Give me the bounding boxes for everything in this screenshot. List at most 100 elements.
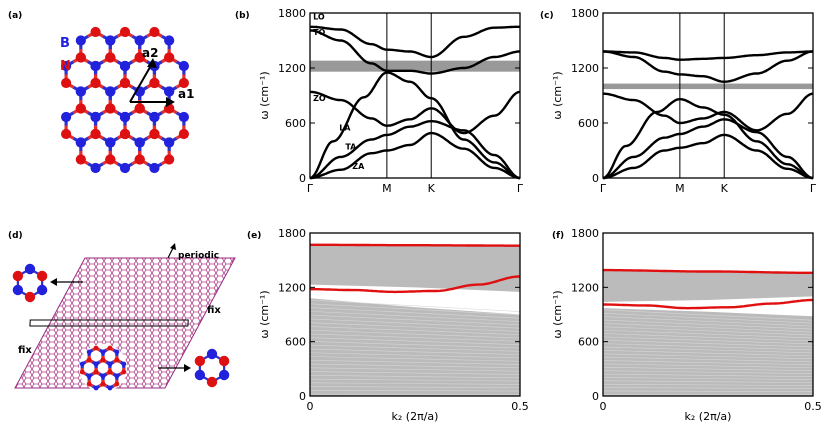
b-branch-label: TO [313,28,325,37]
nitrogen-atom [12,270,24,282]
boron-atom [206,348,218,360]
c-ytick-label: 1200 [571,62,599,75]
b-branch-ZO [309,90,521,135]
c-ylabel: ω (cm⁻¹) [551,71,564,119]
right-hexagon-arrowhead [184,364,191,372]
f-bulk-mode-line [602,333,814,342]
nitrogen-atom [164,154,175,165]
nitrogen-atom [194,355,206,367]
boron-atom [107,361,113,367]
boron-atom [149,111,160,123]
nitrogen-atom [90,26,101,38]
f-bulk-mode-line [602,336,814,345]
boron-atom [107,385,113,391]
boron-atom [119,162,131,174]
e-bulk-mode-line [309,326,521,336]
left-hexagon-arrowhead [50,278,57,286]
boron-atom [149,162,160,174]
f-bulk-mode-line [602,353,814,360]
nitrogen-atom [61,77,72,89]
boron-atom [164,137,175,148]
boron-atom [90,162,101,174]
f-bulk-mode-line [602,390,814,392]
boron-atom [114,373,120,379]
e-xtick-label: 0.5 [511,400,529,413]
e-bulk-mode-line [309,375,521,379]
boron-atom [194,369,206,381]
e-bulk-mode-line [309,386,521,389]
f-bulk-mode-line [602,339,814,348]
c-ytick-label: 1800 [571,7,599,20]
panel-f-label: (f) [552,231,564,241]
f-bulk-mode-line [602,316,814,327]
e-bulk-mode-line [309,363,521,369]
f-ytick-label: 1800 [571,227,599,240]
vector-a2-arrowhead [147,58,157,68]
nitrogen-atom [107,369,113,375]
boron-atom [178,111,189,123]
lattice-vectors: a2 a1 [129,46,194,107]
c-xtick-label: Γ [810,182,817,195]
b-xtick-label: M [382,182,392,195]
boron-atom [86,349,92,355]
e-bulk-mode-line [309,322,521,332]
boron-atom [218,369,230,381]
nitrogen-atom [114,357,120,363]
b-ytick-label: 600 [285,117,306,130]
b-xtick-label: Γ [307,182,314,195]
e-bulk-mode-line [309,303,521,316]
e-bulk-mode-line [309,371,521,375]
nitrogen-atom [119,26,131,38]
chart-b: Γ M K Γ LO TO ZO LA TA ZA 0 600 1200 1800 ω (cm⁻¹) [258,7,524,195]
nitrogen-atom [149,26,160,38]
boron-atom [93,361,99,367]
panel-c-label: (c) [540,11,554,21]
c-axes-frame [602,12,814,179]
e-bulk-mode-line [309,344,521,352]
vector-a2-label: a2 [142,46,158,60]
chart-e: 0 0.5 k₂ (2π/a) 0 600 1200 1800 ω (cm⁻¹) [258,227,529,423]
boron-atom [100,373,106,379]
zoom-backdrop [79,344,127,392]
boron-atom [178,60,189,72]
c-branch-TA [602,118,814,180]
right-edge-hexagon [194,348,230,388]
b-branch-TO [309,29,520,75]
e-xlabel: k₂ (2π/a) [392,410,439,423]
b-branch-ZA [310,131,521,180]
e-edge-mode-edge-top [310,243,520,247]
e-bulk-mode-line [309,307,521,319]
supercell-box [29,319,189,327]
boron-atom [79,361,85,367]
nitrogen-atom [107,345,113,351]
c-xtick-label: M [675,182,685,195]
c-ytick-label: 0 [592,172,599,185]
nitrogen-atom [90,128,101,140]
nitrogen-atom [86,381,92,387]
boron-atom [12,284,24,296]
b-branch-LO [310,25,520,59]
boron-atom [105,86,116,97]
e-edge-mode-edge-mid [309,275,520,294]
panel-a-label: (a) [8,11,22,21]
b-branch-label: TA [345,143,357,152]
nitrogen-atom [75,154,86,165]
boron-atom [75,137,86,148]
nitrogen-atom [178,77,189,89]
nitrogen-atom [149,128,160,140]
nitrogen-atom [90,77,101,89]
boron-atom [93,385,99,391]
f-bulk-mode-line [602,312,814,324]
boron-atom [105,35,116,46]
nitrogen-atom [134,103,145,114]
f-bulk-mode-line [602,363,814,369]
nitrogen-atom [93,369,99,375]
f-edge-mode-edge-mid [603,298,813,310]
c-band-gap [603,83,813,90]
nitrogen-atom [75,103,86,114]
f-bulk-mode-line [602,366,814,372]
chart-f: 0 0.5 k₂ (2π/a) 0 600 1200 1800 ω (cm⁻¹) [551,227,822,423]
c-branch-LA [602,98,814,180]
nitrogen-atom [114,381,120,387]
